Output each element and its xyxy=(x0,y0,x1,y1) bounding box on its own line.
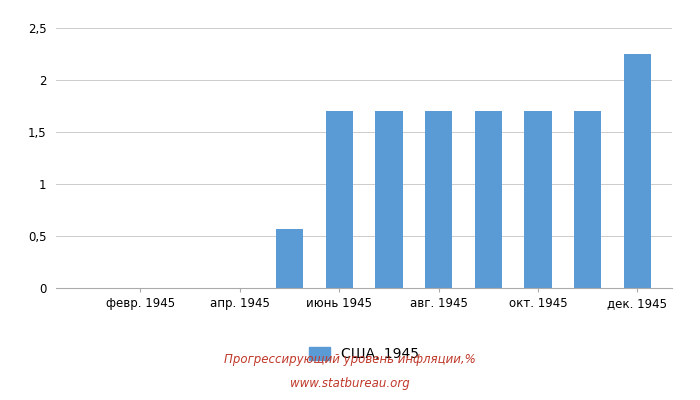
Bar xyxy=(276,229,303,288)
Bar xyxy=(425,111,452,288)
Text: www.statbureau.org: www.statbureau.org xyxy=(290,378,410,390)
Legend: США, 1945: США, 1945 xyxy=(304,342,424,367)
Bar xyxy=(326,111,353,288)
Bar xyxy=(574,111,601,288)
Bar xyxy=(475,111,502,288)
Bar xyxy=(624,54,651,288)
Bar xyxy=(524,111,552,288)
Text: Прогрессирующий уровень инфляции,%: Прогрессирующий уровень инфляции,% xyxy=(224,354,476,366)
Bar xyxy=(375,111,402,288)
